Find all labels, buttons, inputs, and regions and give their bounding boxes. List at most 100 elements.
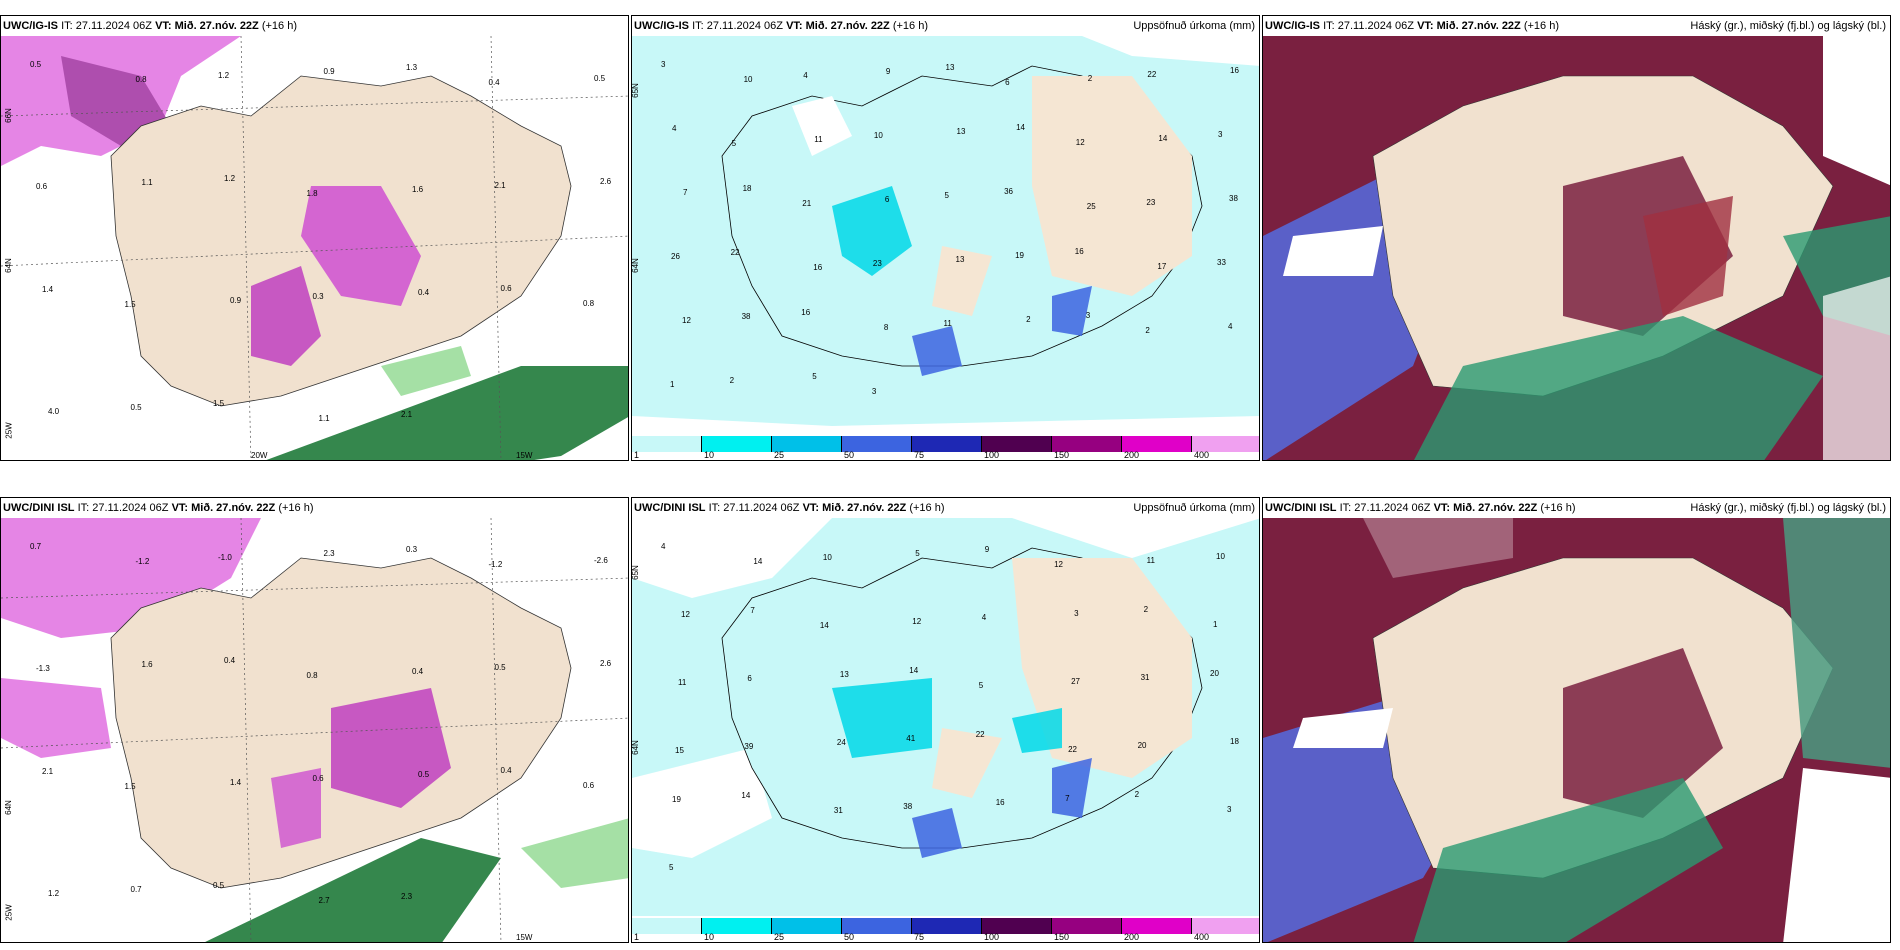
map-value-label: 4.0 [48,407,60,416]
map-value-label: 0.4 [489,78,501,87]
it-label: IT: [61,20,73,32]
map-value-label: 14 [909,666,918,675]
vt-label: VT: [1433,502,1451,514]
legend-label: 10 [704,932,715,942]
lead-time: (+16 h) [1540,502,1576,514]
legend-cell-9 [1192,918,1259,934]
map-value-label: 13 [957,127,966,136]
color-legend: 1 10 25 50 75 100 150 200 400 [632,916,1259,942]
map-value-label: 16 [1230,66,1239,75]
map-value-label: 7 [750,606,755,615]
map-value-label: 4 [1228,322,1233,331]
map-value-label: 1.6 [412,185,424,194]
map-value-label: 0.7 [131,885,143,894]
legend-label: 50 [844,932,855,942]
lat-label-64n: 64N [3,800,13,815]
map-value-label: 0.5 [495,663,507,672]
map-value-label: 14 [1158,134,1167,143]
legend-label: 200 [1124,932,1140,942]
map-value-label: 2 [1144,605,1149,614]
map-value-label: 5 [812,372,817,381]
panel-clouds-igis: UWC/IG-IS IT: 27.11.2024 06Z VT: Mið. 27… [1262,15,1891,461]
legend-cell-2 [702,918,772,934]
map-value-label: 10 [823,553,832,562]
map-value-label: 2.6 [600,659,612,668]
legend-cell-6 [982,918,1052,934]
legend-label: 10 [704,450,715,460]
map-value-label: 14 [1016,123,1025,132]
map-value-label: 2 [1088,74,1093,83]
map-value-label: 1.3 [406,63,418,72]
map-value-label: 14 [820,621,829,630]
map-value-label: 14 [753,557,762,566]
map-value-label: 16 [813,263,822,272]
map-area: 0.5 0.8 1.2 0.9 1.3 0.4 0.5 0.6 1.1 1.2 1.8 1.6 2.1 2… [1,36,628,460]
map-value-label: 12 [1076,138,1085,147]
map-value-label: 10 [1216,552,1225,561]
lead-time: (+16 h) [909,502,945,514]
legend-cell-1 [632,436,702,452]
map-value-label: 5 [945,191,950,200]
map-value-label: 16 [996,798,1005,807]
panel-temp-wind-dini: UWC/DINI ISL IT: 27.11.2024 06Z VT: Mið.… [0,497,629,943]
map-value-label: 0.6 [583,781,595,790]
map-value-label: 0.3 [406,545,418,554]
panel-header: UWC/DINI ISL IT: 27.11.2024 06Z VT: Mið.… [1263,498,1890,518]
map-value-label: 24 [837,738,846,747]
map-value-label: 0.6 [36,182,48,191]
map-value-label: 2.1 [401,410,413,419]
map-value-label: 5 [979,681,984,690]
panel-temp-wind-igis: UWC/IG-IS IT: 27.11.2024 06Z VT: Mið. 27… [0,15,629,461]
map-value-label: 22 [1147,70,1156,79]
vt-label: VT: [155,20,172,32]
map-value-label: 2 [730,376,735,385]
map-value-label: 1.5 [125,300,137,309]
map-value-label: 4 [672,124,677,133]
lon-label-15w: 15W [516,933,533,942]
it-value: 27.11.2024 06Z [1337,20,1414,32]
map-value-label: 0.6 [313,774,325,783]
panel-header: UWC/IG-IS IT: 27.11.2024 06Z VT: Mið. 27… [1263,16,1890,36]
lon-label-25w: 25W [4,904,14,921]
it-value: 27.11.2024 06Z [1354,502,1431,514]
vt-value: Mið. 27.nóv. 22Z [174,20,259,32]
map-value-label: 1.4 [230,778,242,787]
map-value-label: 38 [742,312,751,321]
panel-title: Uppsöfnuð úrkoma (mm) [1133,20,1255,32]
map-value-label: 0.7 [30,542,42,551]
it-label: IT: [1339,502,1352,514]
map-value-label: 2 [1135,790,1140,799]
vt-value: Mið. 27.nóv. 22Z [1453,502,1538,514]
map-area [1263,518,1890,942]
map-value-label: 1 [670,380,675,389]
map-area: 4 14 10 5 9 12 11 10 12 7 14 12 4 3 2 1 11 6 13 14 5 27 31 20 15… [632,518,1259,918]
map-value-label: 22 [731,248,740,257]
vt-value: Mið. 27.nóv. 22Z [822,502,907,514]
legend-cell-5 [912,436,982,452]
legend-cell-6 [982,436,1052,452]
map-value-label: 1.1 [142,178,154,187]
map-value-label: 4 [803,71,808,80]
legend-label: 400 [1194,450,1210,460]
map-value-label: 3 [1074,609,1079,618]
map-value-label: 0.8 [307,671,319,680]
map-value-label: 0.9 [230,296,242,305]
map-value-label: 1.8 [307,189,319,198]
map-value-label: 20 [1210,669,1219,678]
map-value-label: 1.2 [224,174,236,183]
lat-label-65n: 65N [631,565,640,580]
map-value-label: 5 [732,139,737,148]
lead-time: (+16 h) [1523,20,1560,32]
map-svg: 0.5 0.8 1.2 0.9 1.3 0.4 0.5 0.6 1.1 1.2 1.8 1.6 2.1 2… [1,36,628,460]
map-value-label: 1.2 [48,889,60,898]
it-value: 27.11.2024 06Z [92,502,169,514]
map-value-label: 2.3 [401,892,413,901]
map-value-label: 38 [903,802,912,811]
panel-header: UWC/DINI ISL IT: 27.11.2024 06Z VT: Mið.… [1,498,628,518]
map-value-label: 1 [1213,620,1218,629]
map-value-label: 11 [944,319,953,328]
map-value-label: 10 [874,131,883,140]
lon-label-25w: 25W [4,422,14,439]
map-value-label: 2.7 [319,896,331,905]
